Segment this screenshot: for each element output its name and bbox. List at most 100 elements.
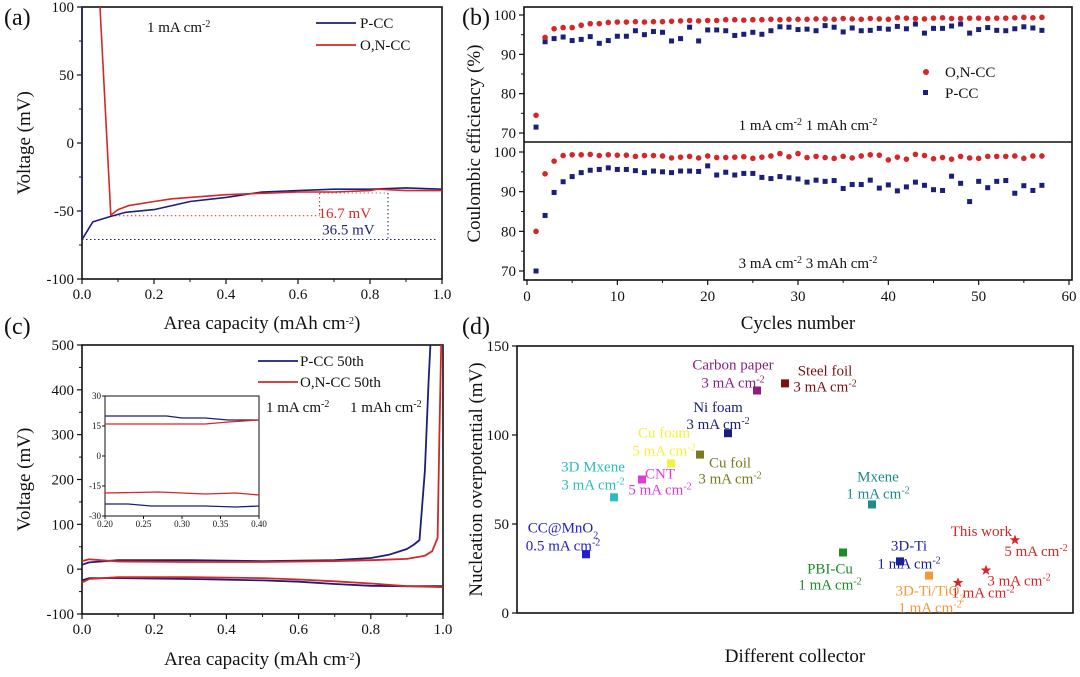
point-label-part: Cu foam [638, 425, 690, 441]
point-pcc [940, 187, 946, 193]
point-pcc [931, 187, 936, 193]
point-oncc [605, 151, 612, 158]
point-condition: 5 mA cm-2 [1004, 543, 1067, 561]
point-oncc [641, 152, 648, 159]
point-pcc [533, 124, 539, 130]
point-oncc [858, 153, 865, 159]
point-oncc [903, 156, 910, 162]
point-pcc [560, 179, 566, 185]
point-condition: 1 mA cm-2 [877, 555, 940, 573]
x-tick-label: 0.4 [217, 287, 236, 303]
point-pcc [1039, 27, 1045, 33]
point-label-part: CC@MnO [528, 520, 594, 536]
condition-label-part: -2 [869, 255, 877, 266]
point-pcc [1003, 178, 1009, 184]
y-axis-label: Nucleation overpotential (mV) [466, 362, 487, 596]
point-oncc [903, 15, 910, 21]
point-oncc [605, 19, 612, 26]
point-pcc [741, 31, 747, 37]
point-condition-part: -2 [687, 442, 695, 453]
point-oncc [930, 15, 937, 21]
point-condition-part: -2 [1042, 572, 1050, 583]
point-label: Carbon paper [692, 358, 773, 374]
point-pcc [967, 199, 973, 205]
point-pcc [994, 178, 1000, 184]
point-pcc [903, 184, 909, 190]
panel-d-frame [516, 345, 1074, 614]
point-oncc [596, 20, 603, 27]
point-condition-part: 3 mA cm [793, 379, 848, 395]
x-tick-label: 60 [1062, 289, 1077, 305]
point-condition-part: -2 [1059, 543, 1067, 554]
point-oncc [722, 16, 729, 23]
point-pcc [849, 182, 855, 188]
legend-label: O,N-CC [360, 38, 410, 54]
point-pcc [912, 179, 918, 185]
inset-upper-line-oncc50th [105, 419, 260, 425]
point-oncc [858, 16, 865, 23]
point-oncc [786, 16, 792, 23]
point-oncc [957, 15, 964, 22]
point-pcc [768, 28, 774, 34]
point-pcc [958, 21, 964, 27]
point-3d-mxene [610, 493, 618, 502]
annotation-36-5: 36.5 mV [322, 223, 375, 239]
y-tick-label: 80 [501, 87, 516, 103]
point-pcc [994, 27, 1000, 33]
point-label: Mxene [857, 469, 899, 485]
point-pcc [1030, 25, 1036, 31]
panel-label-c: (c) [4, 314, 31, 340]
point-condition-part: 5 mA cm [1004, 544, 1059, 560]
point-oncc [975, 155, 982, 162]
point-pcc [596, 40, 602, 46]
point-pcc [623, 33, 629, 39]
point-pcc [578, 170, 584, 176]
point-cu-foil [696, 450, 704, 459]
point-pcc [976, 178, 982, 184]
point-pcc [560, 34, 566, 40]
point-pcc [533, 268, 539, 274]
condition-label-part: 1 mAh cm [802, 118, 869, 134]
point-pcc [723, 28, 729, 34]
point-oncc [804, 16, 810, 23]
point-label-part: Cu foil [709, 456, 751, 472]
condition-label-part: 3 mA cm [739, 256, 794, 272]
point-label-part: Carbon paper [692, 358, 773, 374]
point-pcc [967, 30, 973, 36]
point-pcc [605, 165, 611, 171]
point-oncc [966, 15, 973, 21]
point-pcc [578, 36, 584, 42]
y-axis-label: Voltage (mV) [14, 91, 35, 195]
point-oncc [1021, 155, 1027, 162]
point-pcc [795, 27, 801, 33]
condition-capacity-part: -2 [413, 399, 421, 410]
panel-label-b: (b) [462, 5, 490, 31]
point-pcc [1039, 182, 1045, 188]
point-pcc [687, 24, 693, 30]
point-oncc [759, 16, 765, 23]
point-pcc [1012, 26, 1018, 32]
x-tick-label: 50 [971, 289, 986, 305]
legend-label: P-CC [945, 86, 978, 102]
point-oncc [713, 17, 720, 24]
point-label-part: 2 [593, 530, 598, 541]
point-condition-part: 1 mA cm [798, 577, 853, 593]
point-label: Cu foam [638, 425, 690, 441]
condition-label-part: -2 [202, 19, 210, 30]
point-oncc [1039, 14, 1045, 21]
legend-label: O,N-CC [945, 65, 995, 81]
point-label-part: Ni foam [693, 400, 743, 416]
point-oncc [623, 19, 630, 25]
point-pcc [723, 169, 729, 175]
point-oncc [939, 14, 946, 21]
point-condition-part: -2 [853, 576, 861, 587]
point-pcc [678, 36, 684, 42]
point-pcc [867, 27, 873, 33]
point-oncc [912, 151, 919, 158]
point-condition: 3 mA cm-2 [698, 470, 761, 488]
point-condition-part: -2 [848, 378, 856, 389]
point-oncc [533, 112, 539, 119]
legend-label: O,N-CC 50th [300, 375, 381, 391]
y-tick-label: 90 [501, 47, 516, 63]
x-tick-label: 30 [791, 289, 806, 305]
